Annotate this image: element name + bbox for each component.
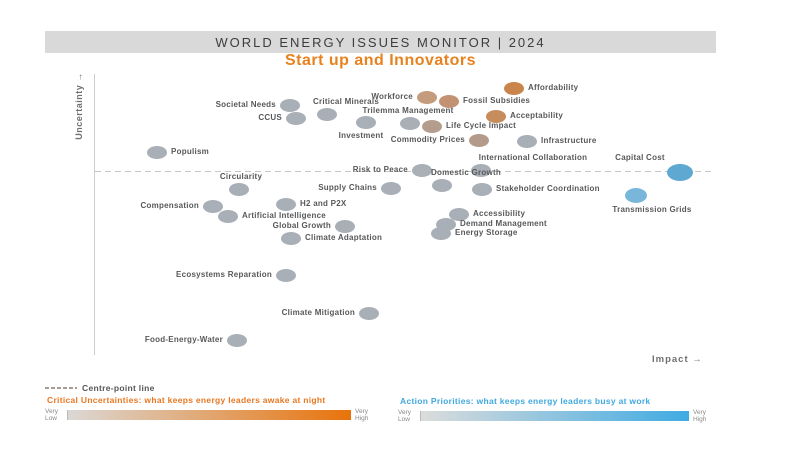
bubble-label-energy-storage: Energy Storage	[455, 228, 518, 238]
centre-point-legend: Centre-point line	[45, 383, 375, 393]
bubble-label-h2-and-p2x: H2 and P2X	[300, 199, 347, 209]
bubble-label-acceptability: Acceptability	[510, 111, 564, 121]
bubble-label-critical-minerals: Critical Minerals	[312, 96, 380, 106]
centre-point-legend-label: Centre-point line	[82, 383, 155, 393]
bubble-climate-mitigation	[359, 306, 379, 320]
bubble-climate-adaptation	[281, 231, 301, 245]
bubble-label-supply-chains: Supply Chains	[318, 183, 377, 193]
action-gradient-row: Very Low Very High	[398, 409, 713, 424]
dashed-line-icon	[45, 387, 77, 389]
bubble-global-growth	[335, 219, 355, 233]
y-axis-label: Uncertainty →	[74, 72, 85, 140]
bubble-compensation	[203, 199, 223, 213]
bubble-supply-chains	[381, 181, 401, 195]
bubble-investment	[356, 115, 376, 129]
bubble-label-fossil-subsidies: Fossil Subsidies	[463, 96, 531, 106]
bubble-international-collaboration	[471, 163, 491, 177]
bubble-label-workforce: Workforce	[371, 92, 413, 102]
bubble-label-infrastructure: Infrastructure	[541, 136, 597, 146]
bubble-label-affordability: Affordability	[528, 83, 579, 93]
critical-gradient-bar	[67, 410, 351, 421]
centre-point-line	[95, 171, 715, 172]
bubble-label-global-growth: Global Growth	[272, 221, 331, 231]
bubble-label-investment: Investment	[338, 130, 384, 140]
bubble-label-artificial-intelligence: Artificial Intelligence	[242, 211, 326, 221]
bubble-label-trilemma-management: Trilemma Management	[362, 105, 454, 115]
action-gradient-bar	[420, 411, 689, 422]
bubble-label-international-collaboration: International Collaboration	[478, 152, 588, 162]
bubble-circularity	[229, 182, 249, 196]
bubble-food-energy-water	[227, 333, 247, 347]
critical-uncertainties-title: Critical Uncertainties: what keeps energ…	[47, 395, 326, 405]
bubble-acceptability	[486, 109, 506, 123]
bubble-ecosystems-reparation	[276, 268, 296, 282]
bubble-label-ccus: CCUS	[258, 113, 282, 123]
bubble-life-cycle-impact	[422, 119, 442, 133]
bubble-label-transmission-grids: Transmission Grids	[612, 204, 692, 214]
bubble-workforce	[417, 90, 437, 104]
legend-critical-uncertainties: Centre-point line Critical Uncertainties…	[45, 383, 375, 423]
bubble-risk-to-peace	[412, 163, 432, 177]
bubble-label-circularity: Circularity	[219, 171, 263, 181]
bubble-transmission-grids	[625, 187, 647, 203]
banner-title: WORLD ENERGY ISSUES MONITOR | 2024	[215, 34, 546, 50]
bubble-infrastructure	[517, 134, 537, 148]
bubble-affordability	[504, 81, 524, 95]
action-scale-high: Very High	[693, 409, 707, 424]
bubble-label-accessibility: Accessibility	[473, 209, 526, 219]
bubble-label-capital-cost: Capital Cost	[615, 152, 665, 162]
bubble-label-domestic-growth: Domestic Growth	[431, 167, 501, 177]
bubble-label-life-cycle-impact: Life Cycle Impact	[446, 121, 517, 131]
bubble-label-stakeholder-coordination: Stakeholder Coordination	[496, 184, 600, 194]
y-axis-line	[94, 74, 95, 355]
bubble-label-populism: Populism	[171, 147, 210, 157]
action-scale-low: Very Low	[398, 409, 412, 424]
bubble-stakeholder-coordination	[472, 182, 492, 196]
bubble-accessibility	[449, 207, 469, 221]
bubble-label-societal-needs: Societal Needs	[215, 100, 276, 110]
bubble-trilemma-management	[400, 116, 420, 130]
bubble-fossil-subsidies	[439, 94, 459, 108]
bubble-label-demand-management: Demand Management	[460, 219, 547, 229]
page-subtitle: Start up and Innovators	[284, 52, 477, 69]
bubble-ccus	[286, 111, 306, 125]
critical-scale-low: Very Low	[45, 408, 59, 423]
x-axis-label: Impact →	[652, 354, 703, 365]
bubble-artificial-intelligence	[218, 209, 238, 223]
bubble-societal-needs	[280, 98, 300, 112]
bubble-energy-storage	[431, 226, 451, 240]
bubble-label-risk-to-peace: Risk to Peace	[352, 165, 408, 175]
bubble-critical-minerals	[317, 107, 337, 121]
bubble-label-climate-mitigation: Climate Mitigation	[281, 308, 355, 318]
bubble-label-commodity-prices: Commodity Prices	[390, 135, 465, 145]
title-banner: WORLD ENERGY ISSUES MONITOR | 2024	[45, 31, 716, 53]
bubble-capital-cost	[667, 163, 693, 181]
bubble-populism	[147, 145, 167, 159]
bubble-h2-and-p2x	[276, 197, 296, 211]
bubble-label-food-energy-water: Food-Energy-Water	[144, 335, 223, 345]
legend-action-priorities: Action Priorities: what keeps energy lea…	[398, 394, 713, 424]
action-priorities-title: Action Priorities: what keeps energy lea…	[400, 396, 651, 406]
bubble-commodity-prices	[469, 133, 489, 147]
bubble-label-ecosystems-reparation: Ecosystems Reparation	[176, 270, 272, 280]
bubble-domestic-growth	[432, 178, 452, 192]
critical-scale-high: Very High	[355, 408, 369, 423]
bubble-label-climate-adaptation: Climate Adaptation	[305, 233, 383, 243]
critical-gradient-row: Very Low Very High	[45, 408, 375, 423]
bubble-label-compensation: Compensation	[140, 201, 199, 211]
